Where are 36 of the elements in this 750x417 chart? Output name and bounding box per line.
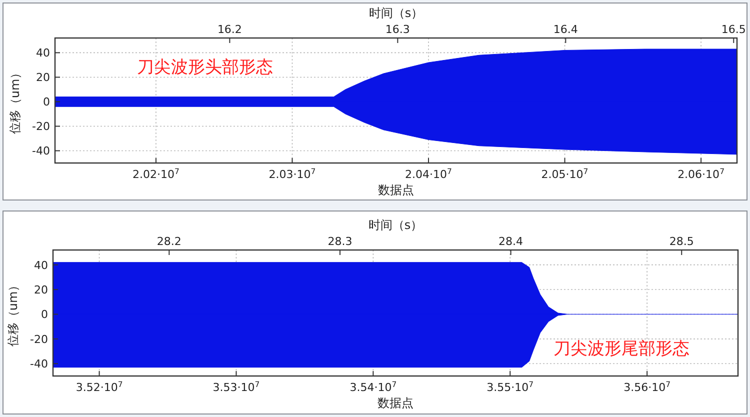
x-tick-label: 3.54·10$^{7}$ <box>350 380 397 394</box>
x2-tick-label: 16.3 <box>385 23 410 36</box>
y-tick-label: -20 <box>32 120 50 134</box>
y-tick-label: -40 <box>32 144 50 158</box>
y-tick-label: 20 <box>36 71 50 84</box>
x-tick-label: 3.52·10$^{7}$ <box>76 380 123 394</box>
y-tick-label: 40 <box>36 46 50 60</box>
x-tick-label: 2.04·10$^{7}$ <box>405 166 452 181</box>
x2-tick-label: 16.4 <box>553 23 578 36</box>
x-axis-title: 数据点 <box>378 396 414 410</box>
x2-tick-label: 28.3 <box>328 235 352 248</box>
annotation: 刀尖波形尾部形态 <box>554 339 690 360</box>
x2-tick-label: 16.2 <box>217 23 242 36</box>
x-tick-label: 3.55·10$^{7}$ <box>486 380 534 394</box>
x-tick-label: 3.53·10$^{7}$ <box>212 380 260 394</box>
x-tick-label: 2.02·10$^{7}$ <box>132 166 180 181</box>
x2-tick-label: 16.5 <box>721 23 746 36</box>
y-tick-label: -40 <box>30 358 48 371</box>
x2-tick-label: 28.4 <box>498 235 524 248</box>
x-tick-label: 3.56·10$^{7}$ <box>624 380 671 394</box>
x2-tick-label: 28.5 <box>669 235 694 248</box>
x-tick-label: 2.05·10$^{7}$ <box>541 166 588 181</box>
x2-tick-label: 28.2 <box>156 235 182 248</box>
x-tick-label: 2.03·10$^{7}$ <box>268 166 316 181</box>
x2-axis-title: 时间（s） <box>368 6 424 20</box>
x2-axis-title: 时间（s） <box>368 218 423 232</box>
y-tick-label: -20 <box>30 332 48 346</box>
y-axis-title: 位移（um） <box>8 66 22 134</box>
y-tick-label: 0 <box>43 96 50 109</box>
y-tick-label: 40 <box>34 258 48 272</box>
y-axis-title: 位移（um） <box>6 279 20 347</box>
x-axis-title: 数据点 <box>378 183 414 197</box>
y-tick-label: 20 <box>34 284 48 297</box>
x-tick-label: 2.06·10$^{7}$ <box>678 166 725 181</box>
annotation: 刀尖波形头部形态 <box>137 58 274 78</box>
y-tick-label: 0 <box>41 308 48 322</box>
